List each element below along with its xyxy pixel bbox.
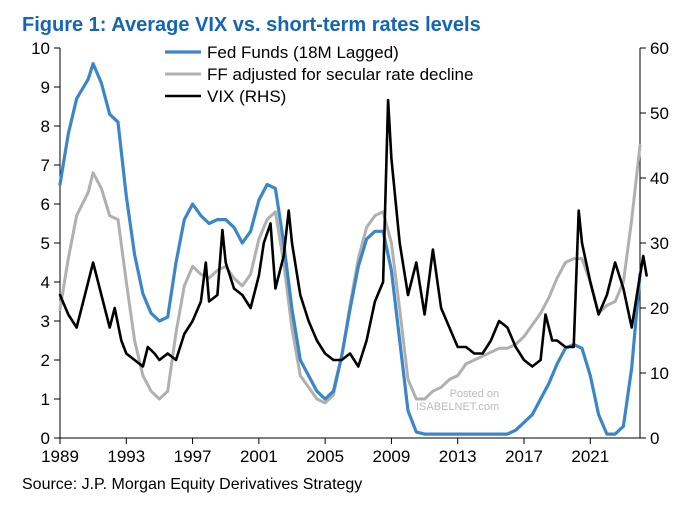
x-tick-label: 2001 (240, 447, 278, 466)
legend-label: VIX (RHS) (207, 87, 286, 106)
x-tick-label: 1997 (174, 447, 212, 466)
right-tick-label: 40 (650, 169, 669, 188)
legend-label: FF adjusted for secular rate decline (207, 65, 473, 84)
line-chart: 0 1 2 3 4 5 6 7 8 9 10 0 10 20 30 40 50 60 1989 1993 1997 200… (0, 0, 700, 480)
series-vix (60, 100, 647, 367)
right-tick-label: 0 (650, 429, 659, 448)
right-tick-label: 30 (650, 234, 669, 253)
series-fed_funds (60, 64, 640, 435)
left-tick-label: 4 (41, 273, 50, 292)
left-tick-label: 3 (41, 312, 50, 331)
x-tick-label: 2017 (505, 447, 543, 466)
left-tick-label: 9 (41, 78, 50, 97)
watermark-line2: ISABELNET.com (416, 401, 499, 414)
x-tick-label: 2021 (571, 447, 609, 466)
left-tick-label: 6 (41, 195, 50, 214)
x-tick-label: 2013 (439, 447, 477, 466)
left-tick-label: 2 (41, 351, 50, 370)
left-tick-label: 5 (41, 234, 50, 253)
x-tick-label: 2009 (373, 447, 411, 466)
source-text: Source: J.P. Morgan Equity Derivatives S… (22, 476, 362, 494)
x-tick-label: 2005 (306, 447, 344, 466)
right-tick-label: 60 (650, 39, 669, 58)
right-tick-label: 20 (650, 299, 669, 318)
watermark-line1: Posted on (416, 388, 499, 401)
left-tick-label: 8 (41, 117, 50, 136)
left-tick-label: 0 (41, 429, 50, 448)
right-tick-label: 50 (650, 104, 669, 123)
right-tick-label: 10 (650, 364, 669, 383)
series-ff_adjusted (60, 146, 640, 403)
watermark: Posted on ISABELNET.com (416, 388, 499, 414)
legend-label: Fed Funds (18M Lagged) (207, 43, 399, 62)
x-tick-label: 1993 (107, 447, 145, 466)
left-tick-label: 7 (41, 156, 50, 175)
left-tick-label: 10 (31, 39, 50, 58)
x-tick-label: 1989 (41, 447, 79, 466)
left-tick-label: 1 (41, 390, 50, 409)
